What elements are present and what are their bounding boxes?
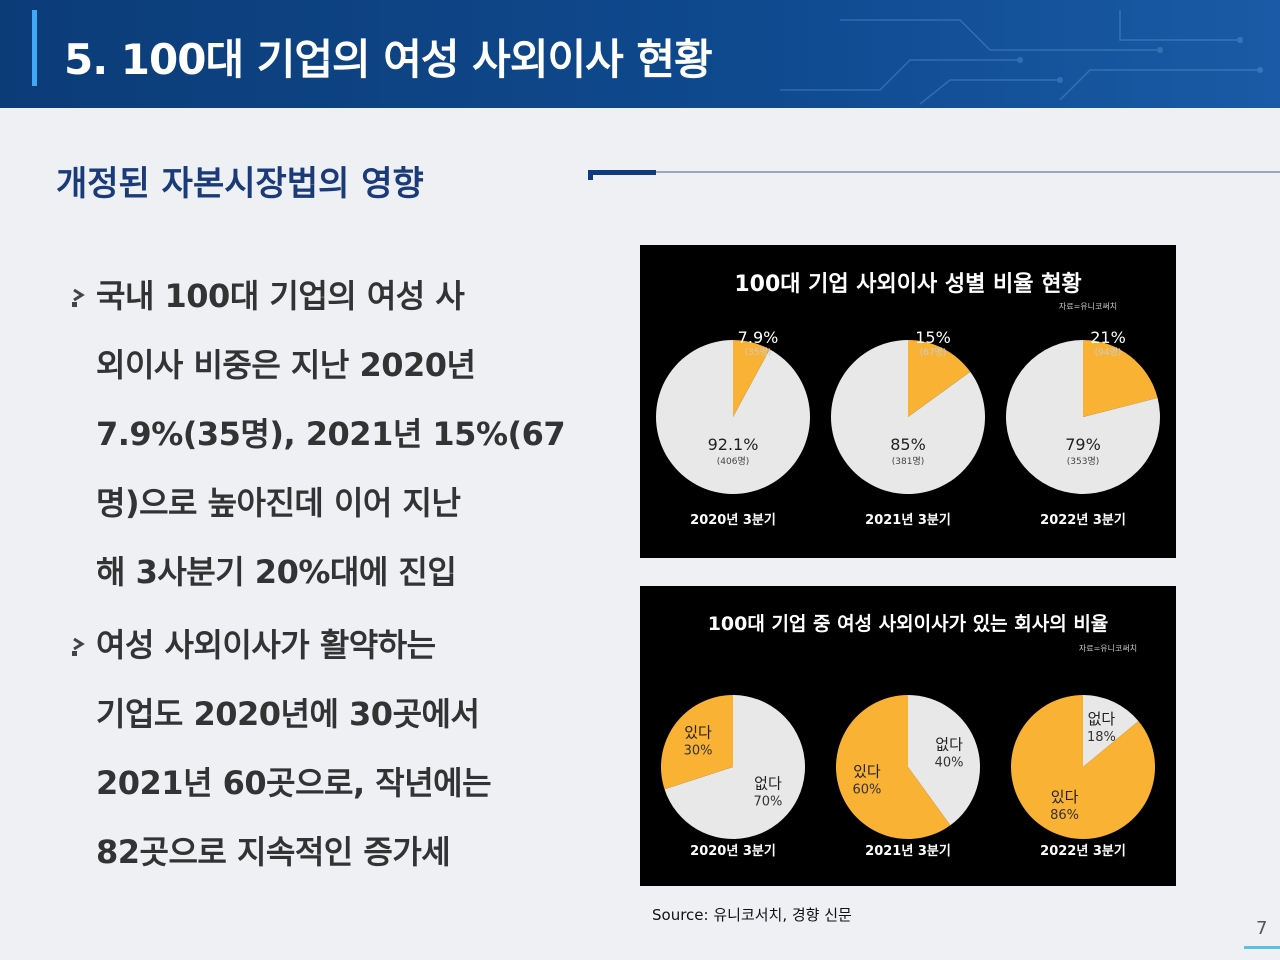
category-label: 2021년 3분기 xyxy=(865,844,951,859)
category-label: 2020년 3분기 xyxy=(690,844,776,859)
pie-slice xyxy=(1011,695,1155,839)
category-label: 2022년 3분기 xyxy=(1040,844,1126,859)
bullet-line: 여성 사외이사가 활약하는 xyxy=(96,626,436,664)
chart-title: 100대 기업 중 여성 사외이사가 있는 회사의 비율 xyxy=(708,613,1109,635)
page-title: 5. 100대 기업의 여성 사외이사 현황 xyxy=(64,35,713,84)
category-label: 2022년 3분기 xyxy=(1040,513,1126,528)
category-label: 2020년 3분기 xyxy=(690,513,776,528)
section-subtitle: 개정된 자본시장법의 영향 xyxy=(56,164,424,204)
header-accent-bar xyxy=(32,10,37,86)
bullet-line: 7.9%(35명), 2021년 15%(67 xyxy=(96,415,566,453)
data-sublabel: (94명) xyxy=(1095,347,1122,358)
data-label: 있다 xyxy=(853,762,881,780)
bullet-item: 국내 100대 기업의 여성 사 외이사 비중은 지난 2020년 7.9%(3… xyxy=(72,262,582,607)
bullet-line: 국내 100대 기업의 여성 사 xyxy=(96,277,465,315)
data-label: 있다 xyxy=(684,724,712,742)
chart-source-note: 자료=유니코써치 xyxy=(1059,301,1117,311)
category-label: 2021년 3분기 xyxy=(865,513,951,528)
bullet-arrow-icon xyxy=(72,637,85,656)
chart-title: 100대 기업 사외이사 성별 비율 현황 xyxy=(734,272,1081,297)
data-sublabel: (35명) xyxy=(745,347,772,358)
page-number: 7 xyxy=(1256,918,1268,939)
pie-slice xyxy=(661,695,733,790)
chart-source-note: 자료=유니코써치 xyxy=(1079,643,1137,653)
data-label: 92.1% xyxy=(708,435,759,454)
data-label: 없다 xyxy=(935,736,963,754)
data-sublabel: (353명) xyxy=(1067,456,1099,467)
bullet-line: 명)으로 높아진데 이어 지난 xyxy=(96,484,461,522)
circuit-pattern xyxy=(780,10,1263,105)
data-label: 있다 xyxy=(1051,788,1079,806)
data-label: 없다 xyxy=(754,774,782,792)
data-label: 7.9% xyxy=(738,328,779,347)
data-sublabel: (406명) xyxy=(717,456,749,467)
bullet-line: 기업도 2020년에 30곳에서 xyxy=(96,695,480,733)
bullet-line: 2021년 60곳으로, 작년에는 xyxy=(96,764,492,802)
data-sublabel: 60% xyxy=(852,782,881,797)
data-label: 85% xyxy=(890,435,926,454)
data-sublabel: 70% xyxy=(753,794,782,809)
data-sublabel: 86% xyxy=(1050,808,1079,823)
bullet-item: 여성 사외이사가 활약하는 기업도 2020년에 30곳에서 2021년 60곳… xyxy=(72,611,582,887)
bullet-line: 외이사 비중은 지난 2020년 xyxy=(96,346,476,384)
data-label: 21% xyxy=(1090,328,1126,347)
pie-slice xyxy=(1083,340,1158,417)
data-label: 없다 xyxy=(1088,710,1116,728)
data-sublabel: 30% xyxy=(684,744,713,759)
source-note: Source: 유니코서치, 경향 신문 xyxy=(652,906,852,924)
page-number-underline xyxy=(1244,946,1280,949)
bullet-arrow-icon xyxy=(72,288,85,307)
data-sublabel: (67명) xyxy=(920,347,947,358)
bullet-list: 국내 100대 기업의 여성 사 외이사 비중은 지난 2020년 7.9%(3… xyxy=(72,262,582,891)
pie-slice xyxy=(835,695,951,839)
header-bar: 5. 100대 기업의 여성 사외이사 현황 xyxy=(0,0,1280,108)
pie-slice xyxy=(664,695,805,839)
data-sublabel: 40% xyxy=(935,756,964,771)
pie-slice xyxy=(1083,695,1139,767)
data-label: 15% xyxy=(915,328,951,347)
pie-slice xyxy=(908,695,980,826)
bullet-line: 해 3사분기 20%대에 진입 xyxy=(96,553,457,591)
data-label: 79% xyxy=(1065,435,1101,454)
pie-slice xyxy=(733,340,770,417)
data-sublabel: (381명) xyxy=(892,456,924,467)
subtitle-decoration-line xyxy=(588,170,1280,180)
bullet-line: 82곳으로 지속적인 증가세 xyxy=(96,833,451,871)
pie-slice xyxy=(908,340,971,417)
data-sublabel: 18% xyxy=(1087,730,1116,745)
